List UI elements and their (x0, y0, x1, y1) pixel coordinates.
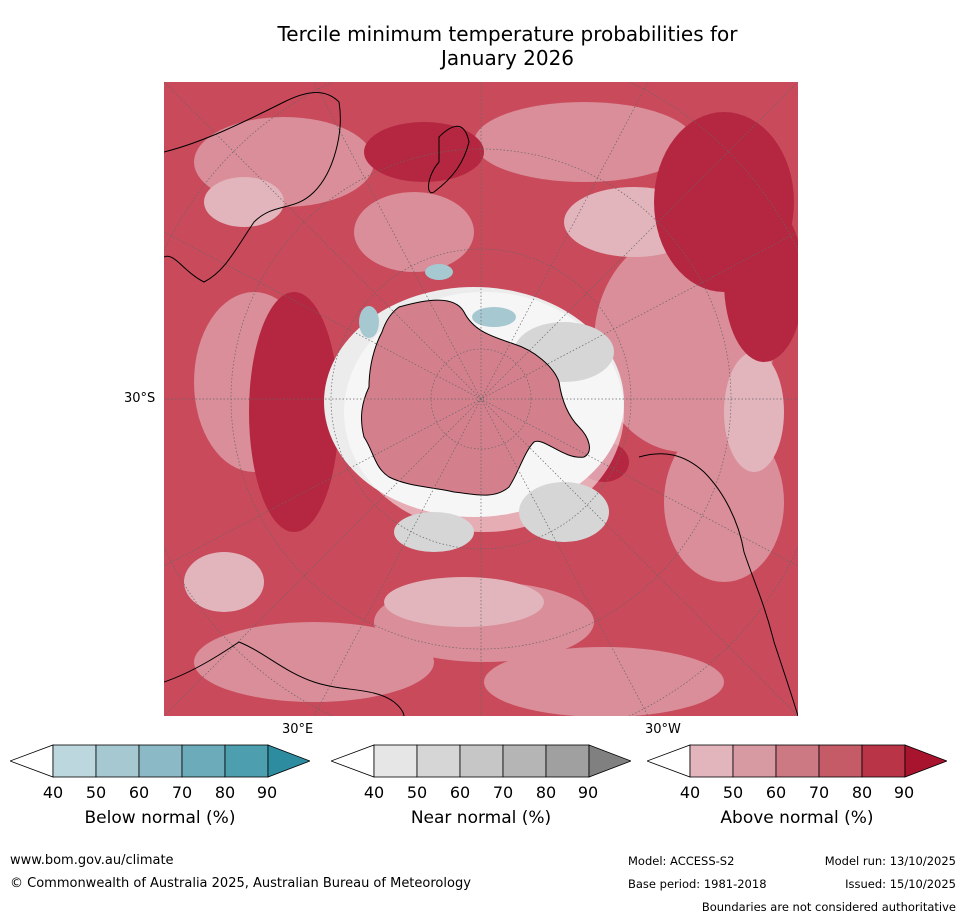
model-name: Model: ACCESS-S2 (628, 854, 735, 868)
probability-map (164, 82, 798, 716)
colorbar-near-svg (331, 744, 631, 778)
colorbar-extend-high (267, 744, 310, 778)
boundaries-disclaimer: Boundaries are not considered authoritat… (701, 900, 956, 914)
above-80-regions (249, 112, 798, 532)
colorbar-segment (689, 744, 734, 778)
colorbar-segment (732, 744, 777, 778)
tick-label: 80 (214, 783, 236, 802)
tick-label: 50 (406, 783, 428, 802)
africa-coast (164, 641, 405, 716)
colorbar-near-ticks: 40 50 60 70 80 90 (331, 783, 631, 803)
tick-label: 90 (577, 783, 599, 802)
tick-label: 70 (492, 783, 514, 802)
colorbar-below-title: Below normal (%) (84, 808, 236, 828)
tick-label: 60 (128, 783, 150, 802)
copyright-text: © Commonwealth of Australia 2025, Austra… (10, 876, 471, 891)
tick-label: 40 (679, 783, 701, 802)
tick-label: 50 (722, 783, 744, 802)
title-line-2: January 2026 (440, 46, 575, 70)
colorbar-extend-low (647, 744, 691, 778)
colorbar-below-svg (10, 744, 310, 778)
colorbar-segment (861, 744, 906, 778)
colorbar-extend-low (10, 744, 54, 778)
graticule (164, 82, 798, 716)
map-title: Tercile minimum temperature probabilitie… (160, 22, 855, 70)
colorbar-above-ticks: 40 50 60 70 80 90 (647, 783, 947, 803)
tick-label: 60 (449, 783, 471, 802)
colorbar-above-normal (647, 743, 947, 781)
colorbar-segment (95, 744, 140, 778)
above-40-regions (184, 177, 784, 627)
latitude-label: 30°S (124, 391, 156, 406)
tick-label: 80 (535, 783, 557, 802)
colorbar-extend-high (588, 744, 631, 778)
tick-label: 70 (171, 783, 193, 802)
colorbar-below-normal (10, 743, 310, 781)
tick-label: 50 (85, 783, 107, 802)
tick-label: 60 (765, 783, 787, 802)
title-line-1: Tercile minimum temperature probabilitie… (277, 22, 738, 46)
colorbar-above-svg (647, 744, 947, 778)
tick-label: 40 (42, 783, 64, 802)
colorbar-segment (181, 744, 226, 778)
south-america-coast (638, 453, 798, 716)
colorbar-segment (459, 744, 504, 778)
map-svg (164, 82, 798, 716)
colorbar-segment (224, 744, 269, 778)
tick-label: 80 (851, 783, 873, 802)
base-period: Base period: 1981-2018 (628, 877, 767, 891)
colorbar-segment (138, 744, 183, 778)
colorbar-near-normal (331, 743, 631, 781)
colorbar-near-title: Near normal (%) (410, 808, 552, 828)
coastlines (164, 92, 798, 716)
australia-coast (164, 92, 341, 283)
tick-label: 40 (363, 783, 385, 802)
colorbar-above-title: Above normal (%) (720, 808, 874, 828)
colorbar-segment (502, 744, 547, 778)
colorbar-segment (52, 744, 97, 778)
new-zealand-coast (428, 125, 470, 194)
colorbar-segment (775, 744, 820, 778)
below-normal-patches (359, 264, 516, 338)
tick-label: 90 (256, 783, 278, 802)
colorbar-segment (545, 744, 590, 778)
colorbar-extend-low (331, 744, 375, 778)
colorbar-segment (818, 744, 863, 778)
issued-date: Issued: 15/10/2025 (845, 877, 956, 891)
colorbar-segment (373, 744, 418, 778)
antarctica-landmass (361, 299, 590, 496)
tick-label: 90 (893, 783, 915, 802)
colorbar-segment (416, 744, 461, 778)
colorbar-below-ticks: 40 50 60 70 80 90 (10, 783, 310, 803)
longitude-label-east: 30°E (282, 722, 314, 737)
tick-label: 70 (808, 783, 830, 802)
website-link[interactable]: www.bom.gov.au/climate (10, 853, 174, 868)
colorbar-extend-high (904, 744, 947, 778)
model-run-date: Model run: 13/10/2025 (824, 854, 956, 868)
longitude-label-west: 30°W (645, 722, 681, 737)
